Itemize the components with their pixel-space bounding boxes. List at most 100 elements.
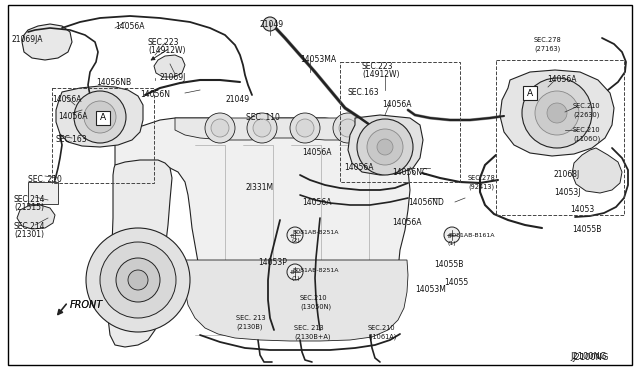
Text: SEC. 213: SEC. 213 — [294, 325, 324, 331]
Text: SEC.163: SEC.163 — [55, 135, 86, 144]
Bar — [52, 88, 154, 183]
Text: (J1061A): (J1061A) — [368, 333, 396, 340]
Circle shape — [211, 119, 229, 137]
Polygon shape — [175, 118, 390, 140]
Text: B081AB-8251A: B081AB-8251A — [292, 230, 339, 235]
Polygon shape — [56, 86, 143, 147]
Text: 14055: 14055 — [444, 278, 468, 287]
Text: (21301): (21301) — [14, 230, 44, 239]
Circle shape — [367, 129, 403, 165]
Text: 14053P: 14053P — [258, 258, 287, 267]
Text: SEC.223: SEC.223 — [362, 62, 394, 71]
Text: 21049: 21049 — [260, 20, 284, 29]
Circle shape — [287, 264, 303, 280]
Text: SEC.210: SEC.210 — [368, 325, 396, 331]
Bar — [28, 182, 58, 204]
Polygon shape — [22, 24, 72, 60]
Text: 14056A: 14056A — [52, 95, 81, 104]
Text: (14912W): (14912W) — [362, 70, 399, 79]
Text: 14056A: 14056A — [302, 198, 332, 207]
Circle shape — [296, 119, 314, 137]
Text: 14053: 14053 — [570, 205, 595, 214]
Text: B: B — [291, 234, 294, 238]
Text: A: A — [100, 113, 106, 122]
Circle shape — [74, 91, 126, 143]
Text: 14056A: 14056A — [392, 218, 422, 227]
Text: 14056NC: 14056NC — [392, 168, 428, 177]
Polygon shape — [572, 148, 622, 193]
Circle shape — [357, 119, 413, 175]
Text: J2100NG: J2100NG — [570, 352, 606, 361]
Circle shape — [522, 78, 592, 148]
Text: 14053J: 14053J — [554, 188, 580, 197]
Text: SEC.210: SEC.210 — [573, 103, 600, 109]
Circle shape — [263, 17, 277, 31]
Circle shape — [339, 119, 357, 137]
Text: 21049: 21049 — [225, 95, 249, 104]
Text: B: B — [447, 234, 451, 238]
Text: 21069JA: 21069JA — [12, 35, 44, 44]
Text: B: B — [291, 270, 294, 276]
Circle shape — [535, 91, 579, 135]
Circle shape — [290, 113, 320, 143]
Text: (1): (1) — [448, 241, 456, 246]
Circle shape — [247, 113, 277, 143]
Text: 2I331M: 2I331M — [246, 183, 274, 192]
Text: SEC. 110: SEC. 110 — [246, 113, 280, 122]
Text: 14056A: 14056A — [547, 75, 577, 84]
Circle shape — [205, 113, 235, 143]
Text: (2): (2) — [292, 238, 301, 243]
Text: 14056N: 14056N — [140, 90, 170, 99]
Text: SEC.223: SEC.223 — [148, 38, 179, 47]
Bar — [523, 86, 537, 100]
Text: (22630): (22630) — [573, 111, 600, 118]
Text: SEC.210: SEC.210 — [573, 127, 600, 133]
Text: 14056A: 14056A — [344, 163, 374, 172]
Text: (14912W): (14912W) — [148, 46, 186, 55]
Text: SEC. 210: SEC. 210 — [28, 175, 62, 184]
Text: 14053M: 14053M — [415, 285, 446, 294]
Bar — [496, 60, 624, 215]
Text: SEC. 213: SEC. 213 — [236, 315, 266, 321]
Polygon shape — [348, 115, 423, 175]
Text: (27163): (27163) — [534, 45, 560, 51]
Text: SEC.214: SEC.214 — [14, 195, 45, 204]
Polygon shape — [115, 118, 410, 338]
Text: 14055B: 14055B — [572, 225, 602, 234]
Circle shape — [287, 227, 303, 243]
Circle shape — [100, 242, 176, 318]
Circle shape — [86, 228, 190, 332]
Polygon shape — [185, 260, 408, 341]
Text: 14056ND: 14056ND — [408, 198, 444, 207]
Text: (21515): (21515) — [14, 203, 44, 212]
Circle shape — [333, 113, 363, 143]
Text: 14056A: 14056A — [58, 112, 88, 121]
Bar — [340, 62, 460, 182]
Text: SEC.214: SEC.214 — [14, 222, 45, 231]
Text: 14056A: 14056A — [115, 22, 145, 31]
Text: A: A — [527, 89, 533, 97]
Circle shape — [116, 258, 160, 302]
Text: 14056A: 14056A — [382, 100, 412, 109]
Text: FRONT: FRONT — [70, 300, 103, 310]
Circle shape — [84, 101, 116, 133]
Text: SEC.278: SEC.278 — [534, 37, 562, 43]
Circle shape — [444, 227, 460, 243]
Text: (13050N): (13050N) — [300, 303, 331, 310]
Text: SEC.278: SEC.278 — [468, 175, 496, 181]
Circle shape — [253, 119, 271, 137]
Polygon shape — [500, 70, 614, 156]
Text: B081AB-B161A: B081AB-B161A — [448, 233, 495, 238]
Text: SEC.163: SEC.163 — [348, 88, 380, 97]
Text: (1): (1) — [292, 276, 301, 281]
Text: 21068J: 21068J — [554, 170, 580, 179]
Text: FRONT: FRONT — [70, 300, 103, 310]
Text: B081AB-8251A: B081AB-8251A — [292, 268, 339, 273]
Polygon shape — [154, 55, 185, 77]
Text: 14056A: 14056A — [302, 148, 332, 157]
Text: SEC.210: SEC.210 — [300, 295, 328, 301]
Text: 14053MA: 14053MA — [300, 55, 336, 64]
Polygon shape — [17, 205, 55, 229]
Polygon shape — [108, 160, 172, 347]
Text: (92413): (92413) — [468, 183, 494, 189]
